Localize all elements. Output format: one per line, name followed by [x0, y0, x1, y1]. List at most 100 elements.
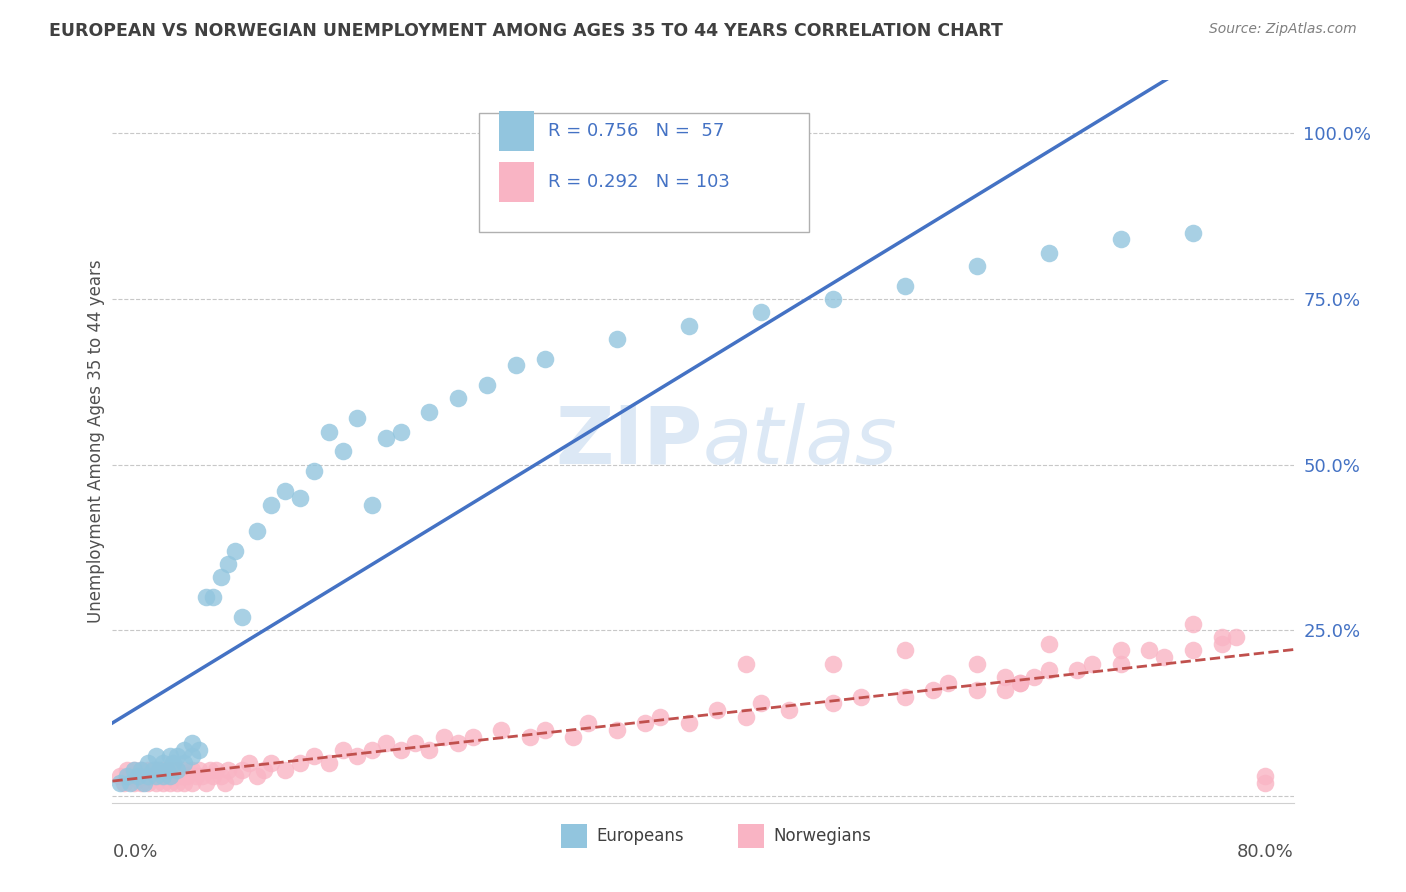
- Bar: [499, 162, 534, 202]
- Point: [735, 657, 758, 671]
- Text: 0.0%: 0.0%: [112, 843, 157, 861]
- Point: [749, 305, 772, 319]
- Point: [576, 716, 599, 731]
- Point: [1066, 663, 1088, 677]
- Point: [152, 769, 174, 783]
- Point: [302, 749, 325, 764]
- Point: [108, 776, 131, 790]
- Point: [821, 697, 844, 711]
- Point: [138, 776, 160, 790]
- Text: 80.0%: 80.0%: [1237, 843, 1294, 861]
- Point: [118, 776, 141, 790]
- Point: [159, 763, 181, 777]
- FancyBboxPatch shape: [478, 112, 810, 232]
- Point: [108, 769, 131, 783]
- Point: [173, 743, 195, 757]
- Point: [148, 769, 170, 783]
- Point: [145, 776, 167, 790]
- Bar: [738, 824, 765, 847]
- Point: [166, 776, 188, 790]
- Point: [1109, 657, 1132, 671]
- Point: [994, 683, 1017, 698]
- Point: [129, 776, 152, 790]
- Point: [332, 444, 354, 458]
- Point: [447, 392, 470, 406]
- Point: [166, 763, 188, 777]
- Point: [134, 769, 156, 783]
- Point: [162, 756, 184, 770]
- Point: [122, 763, 145, 777]
- Point: [187, 763, 209, 777]
- Point: [1211, 637, 1233, 651]
- Point: [1254, 776, 1277, 790]
- Point: [678, 716, 700, 731]
- Point: [118, 769, 141, 783]
- Point: [678, 318, 700, 333]
- Point: [112, 776, 135, 790]
- Point: [936, 676, 959, 690]
- Point: [173, 776, 195, 790]
- Point: [202, 769, 225, 783]
- Point: [1024, 670, 1046, 684]
- Point: [217, 763, 239, 777]
- Point: [1181, 226, 1204, 240]
- Point: [159, 776, 181, 790]
- Point: [418, 405, 440, 419]
- Point: [1225, 630, 1247, 644]
- Point: [346, 411, 368, 425]
- Point: [217, 557, 239, 571]
- Point: [389, 743, 412, 757]
- Point: [122, 776, 145, 790]
- Point: [318, 425, 340, 439]
- Point: [180, 763, 202, 777]
- Point: [966, 683, 988, 698]
- Point: [142, 769, 165, 783]
- Point: [209, 769, 232, 783]
- Point: [274, 484, 297, 499]
- Point: [122, 763, 145, 777]
- Point: [404, 736, 426, 750]
- Point: [134, 776, 156, 790]
- Point: [966, 657, 988, 671]
- Point: [360, 743, 382, 757]
- Point: [180, 736, 202, 750]
- Point: [245, 524, 267, 538]
- Point: [491, 723, 513, 737]
- Point: [152, 763, 174, 777]
- Text: atlas: atlas: [703, 402, 898, 481]
- Point: [129, 763, 152, 777]
- Point: [1254, 769, 1277, 783]
- Point: [519, 730, 541, 744]
- Point: [1139, 643, 1161, 657]
- Text: Norwegians: Norwegians: [773, 827, 872, 845]
- Point: [202, 591, 225, 605]
- Text: ZIP: ZIP: [555, 402, 703, 481]
- Point: [1008, 676, 1031, 690]
- Point: [127, 769, 149, 783]
- Point: [389, 425, 412, 439]
- Point: [115, 763, 138, 777]
- Text: Europeans: Europeans: [596, 827, 685, 845]
- Point: [166, 749, 188, 764]
- Point: [994, 670, 1017, 684]
- Point: [224, 769, 246, 783]
- Point: [706, 703, 728, 717]
- Point: [1211, 630, 1233, 644]
- Point: [127, 769, 149, 783]
- Point: [922, 683, 945, 698]
- Point: [288, 491, 311, 505]
- Point: [634, 716, 657, 731]
- Point: [1109, 232, 1132, 246]
- Point: [173, 763, 195, 777]
- Point: [191, 769, 214, 783]
- Point: [447, 736, 470, 750]
- Point: [1008, 676, 1031, 690]
- Point: [375, 736, 398, 750]
- Point: [1038, 245, 1060, 260]
- Point: [205, 763, 228, 777]
- Point: [145, 763, 167, 777]
- Text: R = 0.292   N = 103: R = 0.292 N = 103: [548, 173, 730, 191]
- Point: [648, 709, 671, 723]
- Point: [505, 359, 527, 373]
- Point: [851, 690, 873, 704]
